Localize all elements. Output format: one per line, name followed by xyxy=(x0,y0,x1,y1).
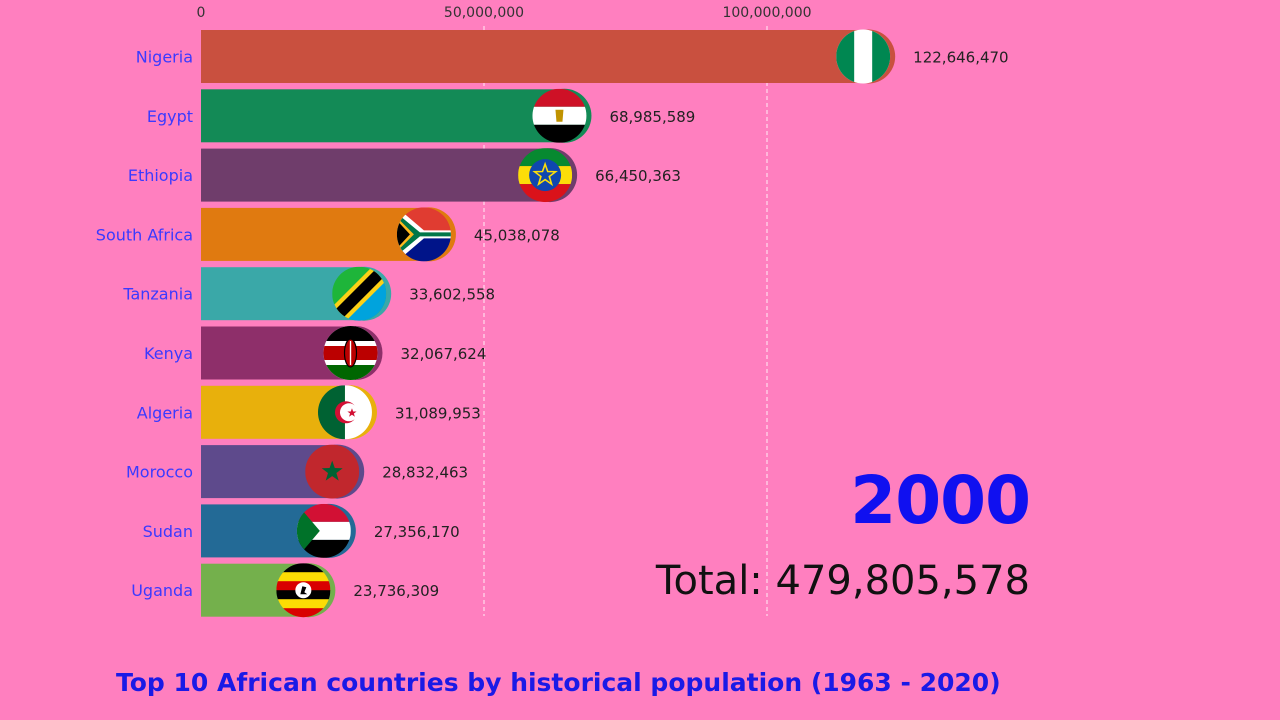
year-label: 2000 xyxy=(850,462,1031,539)
total-row: Total: 479,805,578 xyxy=(656,558,1030,604)
category-label: Kenya xyxy=(144,344,193,363)
value-label: 66,450,363 xyxy=(595,167,681,185)
x-axis-ticks: 0 50,000,000 100,000,000 xyxy=(197,5,812,21)
uganda-flag-icon xyxy=(276,563,331,618)
x-tick-label: 100,000,000 xyxy=(722,5,811,21)
bar-row: Kenya 32,067,624 xyxy=(144,326,486,380)
value-label: 32,067,624 xyxy=(401,345,487,363)
morocco-flag-icon xyxy=(305,444,360,499)
algeria-flag-icon xyxy=(317,385,372,440)
bar xyxy=(201,30,869,83)
category-label: Uganda xyxy=(131,581,193,600)
category-label: Sudan xyxy=(143,522,193,541)
x-tick-label: 0 xyxy=(197,5,206,21)
bar-layer: Nigeria 122,646,470 Egypt 68,985,589 Ethiopi… xyxy=(96,29,1009,618)
category-label: Egypt xyxy=(147,107,193,126)
bar xyxy=(201,207,429,261)
value-label: 45,038,078 xyxy=(474,226,560,244)
bar-row: Nigeria 122,646,470 xyxy=(136,29,1009,84)
category-label: Morocco xyxy=(126,463,193,482)
bar-row: Uganda 23,736,309 xyxy=(131,563,439,618)
category-label: Nigeria xyxy=(136,48,193,67)
south-africa-flag-icon xyxy=(396,207,451,262)
total-label: Total: xyxy=(655,558,763,604)
category-label: Tanzania xyxy=(122,285,193,304)
bar-row: Algeria 31,089,953 xyxy=(137,385,481,440)
value-label: 27,356,170 xyxy=(374,523,460,541)
bar-row: Egypt 68,985,589 xyxy=(147,88,695,143)
value-label: 33,602,558 xyxy=(409,286,495,304)
value-label: 68,985,589 xyxy=(609,108,695,126)
x-tick-label: 50,000,000 xyxy=(444,5,524,21)
bar-row: Ethiopia 66,450,363 xyxy=(128,148,681,203)
egypt-flag-icon xyxy=(532,88,587,143)
value-label: 23,736,309 xyxy=(353,582,439,600)
value-label: 28,832,463 xyxy=(382,464,468,482)
bar xyxy=(201,89,565,143)
bar-row: South Africa 45,038,078 xyxy=(96,207,560,262)
category-label: Algeria xyxy=(137,403,193,422)
bar-row: Tanzania 33,602,558 xyxy=(122,266,495,321)
sudan-flag-icon xyxy=(296,503,351,558)
bar-row: Sudan 27,356,170 xyxy=(143,503,460,558)
value-label: 122,646,470 xyxy=(913,49,1008,67)
kenya-flag-icon xyxy=(323,326,378,380)
total-value: 479,805,578 xyxy=(775,558,1030,604)
ethiopia-flag-icon xyxy=(518,148,573,203)
bar xyxy=(201,148,551,202)
category-label: Ethiopia xyxy=(128,166,193,185)
bar-row: Morocco 28,832,463 xyxy=(126,444,468,499)
category-label: South Africa xyxy=(96,225,193,244)
nigeria-flag-icon xyxy=(836,29,891,84)
value-label: 31,089,953 xyxy=(395,404,481,422)
chart-title: Top 10 African countries by historical p… xyxy=(116,668,1001,697)
tanzania-flag-icon xyxy=(332,266,387,321)
